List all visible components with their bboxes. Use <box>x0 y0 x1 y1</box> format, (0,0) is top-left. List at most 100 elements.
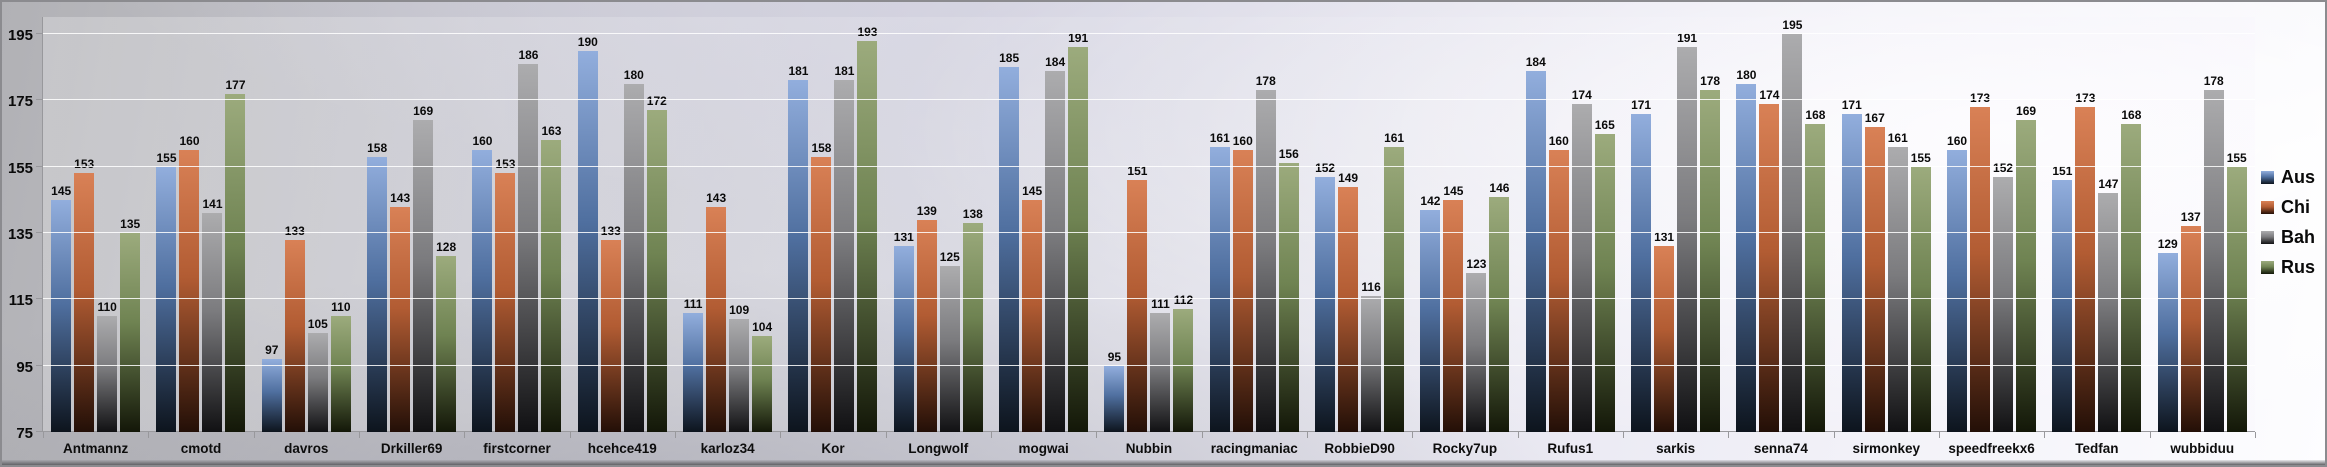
bar-aus: 171 <box>1842 99 1862 432</box>
bar-aus: 158 <box>367 142 387 432</box>
bar-bah: 125 <box>940 251 960 432</box>
bar-group: 190 133 180 172 hcehce419 <box>570 17 675 456</box>
bar-chi: 143 <box>390 192 410 432</box>
bar-group: 142 145 123 146 Rocky7up <box>1412 17 1517 457</box>
gridline <box>43 232 2255 233</box>
legend-label: Bah <box>2280 227 2315 247</box>
bar-chi: 149 <box>1338 172 1358 432</box>
bar-rus: 146 <box>1489 182 1509 432</box>
x-axis-tick <box>675 432 676 438</box>
value-label: 145 <box>1443 183 1464 198</box>
legend-swatch-aus <box>2260 170 2274 184</box>
value-label: 152 <box>1993 160 2014 175</box>
x-axis-tick <box>2149 432 2151 438</box>
bar-chi: 145 <box>1443 185 1463 432</box>
category-label: Kor <box>821 441 845 456</box>
gridline <box>43 99 2255 101</box>
value-label: 143 <box>706 190 727 205</box>
bar-aus: 181 <box>788 65 808 432</box>
y-axis-tick <box>36 431 42 432</box>
value-label: 168 <box>2121 107 2142 122</box>
bar-aus: 129 <box>2158 238 2178 432</box>
legend-item-bah: Bah <box>2260 227 2315 247</box>
value-label: 158 <box>367 140 388 155</box>
value-label: 151 <box>2052 163 2073 178</box>
value-label: 169 <box>413 104 434 119</box>
category-label: mogwai <box>1018 441 1069 456</box>
value-label: 184 <box>1045 54 1066 69</box>
legend-swatch-rus <box>2260 260 2274 274</box>
y-axis-tick <box>36 232 42 233</box>
bar-aus: 160 <box>1947 135 1967 432</box>
bar-aus: 111 <box>683 298 704 432</box>
bar-bah: 110 <box>97 301 118 432</box>
value-label: 167 <box>1864 110 1885 125</box>
bar-rus: 135 <box>120 218 140 432</box>
x-axis-tick <box>2255 432 2256 438</box>
bar-aus: 190 <box>578 36 598 432</box>
bar-rus: 161 <box>1384 132 1404 432</box>
value-label: 109 <box>729 303 750 318</box>
bar-group: 129 137 178 155 wubbiduu <box>2150 17 2255 456</box>
value-label: 155 <box>2226 150 2247 165</box>
bar-chi: 133 <box>601 225 621 432</box>
bar-aus: 160 <box>472 135 492 432</box>
value-label: 158 <box>811 140 832 155</box>
category-label: racingmaniac <box>1210 441 1298 456</box>
value-label: 178 <box>2203 74 2224 89</box>
bar-group: 171 167 161 155 sirmonkey <box>1834 17 1939 456</box>
legend-item-rus: Rus <box>2260 258 2315 276</box>
category-label: sirmonkey <box>1852 441 1921 456</box>
bar-chi: 145 <box>1022 185 1042 432</box>
y-axis-tick <box>36 364 42 366</box>
value-label: 133 <box>284 223 305 238</box>
bar-rus: 163 <box>541 125 561 432</box>
value-label: 155 <box>1910 150 1931 165</box>
value-label: 161 <box>1209 130 1230 145</box>
bar-group: 155 160 141 177 cmotd <box>148 17 253 456</box>
bar-group: 151 173 147 168 Tedfan <box>2044 17 2149 456</box>
bar-bah: 178 <box>2204 75 2224 432</box>
bar-group: 161 160 178 156 racingmaniac <box>1202 17 1307 456</box>
bar-bah: 186 <box>518 49 538 432</box>
bar-group: 111 143 109 104 karloz34 <box>675 17 780 456</box>
bar-rus: 110 <box>330 301 351 432</box>
category-label: cmotd <box>180 441 222 456</box>
value-label: 160 <box>1232 134 1253 149</box>
y-axis-tick <box>36 33 42 34</box>
bar-group: 180 174 195 168 senna74 <box>1728 17 1833 456</box>
value-label: 153 <box>74 157 95 172</box>
bar-aus: 155 <box>156 152 177 432</box>
value-label: 146 <box>1489 180 1510 195</box>
value-label: 133 <box>600 223 621 238</box>
y-axis-label: 175 <box>7 93 33 111</box>
value-label: 180 <box>1736 67 1757 82</box>
x-axis-tick <box>991 432 992 438</box>
value-label: 142 <box>1420 193 1441 208</box>
bar-bah: 169 <box>413 105 433 432</box>
bar-group: 185 145 184 191 mogwai <box>991 17 1096 456</box>
x-axis-tick <box>1096 432 1098 438</box>
bar-bah: 152 <box>1993 162 2013 432</box>
value-label: 169 <box>2016 104 2037 119</box>
bar-rus: 191 <box>1068 32 1088 432</box>
category-label: speedfreekx6 <box>1948 441 2035 456</box>
x-axis-tick <box>1412 432 1414 438</box>
x-axis-tick <box>253 432 255 438</box>
y-axis-labels: 75 95 115 135 155 175 195 <box>2 17 38 441</box>
category-label: Antmannz <box>63 441 129 456</box>
bar-chi: 160 <box>1233 135 1253 432</box>
value-label: 153 <box>495 157 516 172</box>
value-label: 174 <box>1571 87 1592 102</box>
value-label: 131 <box>893 230 914 245</box>
bar-aus: 180 <box>1736 69 1756 432</box>
legend-item-chi: Chi <box>2260 198 2315 216</box>
x-axis-tick <box>569 432 571 438</box>
category-label: Drkiller69 <box>380 441 443 456</box>
bar-rus: 168 <box>2121 109 2141 432</box>
x-axis-tick <box>1728 432 1730 438</box>
y-axis-label: 195 <box>7 27 33 44</box>
bar-groups-container: 145 153 110 135 Antmannz 155 160 141 177 cmotd 97 1… <box>43 17 2255 457</box>
bar-rus: 155 <box>1911 152 1931 432</box>
